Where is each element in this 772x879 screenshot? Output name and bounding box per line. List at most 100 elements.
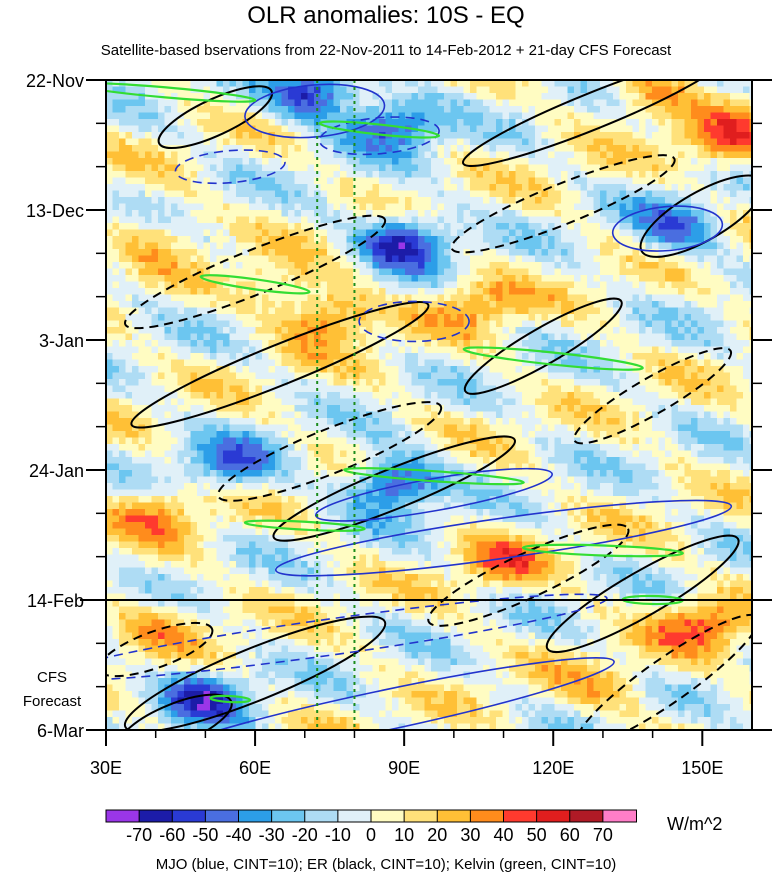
heat-cell [405,99,413,107]
heat-cell [327,372,335,380]
heat-cell [177,119,185,127]
heat-cell [489,275,497,283]
heat-cell [301,80,309,88]
heat-cell [554,86,562,94]
heat-cell [710,80,718,88]
heat-cell [470,281,478,289]
heat-cell [216,216,224,224]
heat-cell [255,249,263,257]
heat-cell [203,262,211,270]
heat-cell [645,262,653,270]
heat-cell [190,197,198,205]
heat-cell [236,255,244,263]
heat-cell [314,177,322,185]
heat-cell [125,112,133,120]
heat-cell [210,86,218,94]
heat-cell [353,372,361,380]
heat-cell [145,171,153,179]
heat-cell [431,99,439,107]
heat-cell [613,177,621,185]
heat-cell [600,151,608,159]
heat-cell [548,99,556,107]
heat-cell [730,93,738,101]
heat-cell [632,145,640,153]
heat-cell [119,138,127,146]
heat-cell [730,249,738,257]
heat-cell [515,164,523,172]
heat-cell [593,177,601,185]
heat-cell [372,249,380,257]
heat-cell [346,86,354,94]
heat-cell [359,314,367,322]
heat-cell [522,294,530,302]
heat-cell [431,346,439,354]
heat-cell [288,392,296,400]
heat-cell [405,223,413,231]
heat-cell [665,320,673,328]
heat-cell [119,223,127,231]
heat-cell [125,320,133,328]
heat-cell [483,327,491,335]
heat-cell [561,262,569,270]
heat-cell [203,255,211,263]
heat-cell [268,262,276,270]
heat-cell [288,112,296,120]
heat-cell [658,379,666,387]
heat-cell [658,145,666,153]
heat-cell [418,288,426,296]
heat-cell [691,93,699,101]
heat-cell [262,385,270,393]
heat-cell [151,151,159,159]
heat-cell [333,353,341,361]
heat-cell [632,86,640,94]
heat-cell [164,184,172,192]
heat-cell [210,392,218,400]
heat-cell [424,99,432,107]
heat-cell [229,314,237,322]
heat-cell [249,281,257,289]
heat-cell [320,93,328,101]
heat-cell [418,190,426,198]
heat-cell [320,366,328,374]
heat-cell [275,327,283,335]
heat-cell [320,190,328,198]
heat-cell [665,359,673,367]
heat-cell [106,190,114,198]
heat-cell [379,203,387,211]
heat-cell [314,138,322,146]
heat-cell [600,301,608,309]
heat-cell [619,268,627,276]
heat-cell [554,294,562,302]
heat-cell [561,346,569,354]
heat-cell [580,359,588,367]
heat-cell [593,171,601,179]
heat-cell [145,372,153,380]
heat-cell [463,177,471,185]
heat-cell [437,210,445,218]
heat-cell [145,119,153,127]
heat-cell [320,106,328,114]
heat-cell [385,184,393,192]
heat-cell [665,184,673,192]
heat-cell [665,216,673,224]
heat-cell [138,353,146,361]
heat-cell [340,275,348,283]
heat-cell [444,184,452,192]
heat-cell [476,151,484,159]
heat-cell [652,210,660,218]
heat-cell [216,255,224,263]
heat-cell [554,190,562,198]
heat-cell [450,125,458,133]
heat-cell [229,164,237,172]
heat-cell [457,93,465,101]
heat-cell [106,307,114,315]
heat-cell [138,190,146,198]
heat-cell [210,385,218,393]
heat-cell [171,333,179,341]
heat-cell [275,93,283,101]
heat-cell [106,86,114,94]
heat-cell [639,197,647,205]
heat-cell [229,190,237,198]
heat-cell [593,80,601,88]
heat-cell [593,333,601,341]
